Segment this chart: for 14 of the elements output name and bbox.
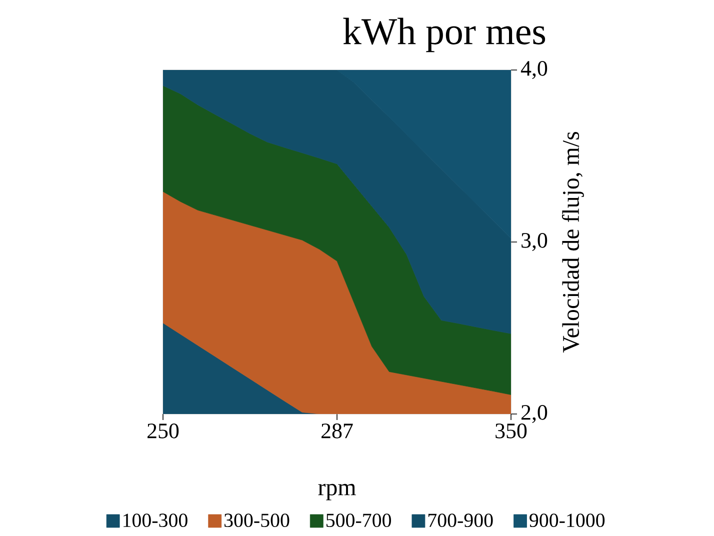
legend-label: 700-900 <box>428 514 493 528</box>
legend-label: 900-1000 <box>530 514 605 528</box>
x-tick-label: 250 <box>148 424 179 438</box>
legend-label: 500-700 <box>326 514 392 528</box>
x-tick-label: 287 <box>322 424 353 438</box>
x-tick-label: 350 <box>496 424 527 438</box>
chart-title: kWh por mes <box>343 18 546 52</box>
legend-label: 300-500 <box>224 514 290 528</box>
y-axis-title: Velocidad de flujo, m/s <box>562 132 584 353</box>
legend-label: 100-300 <box>124 514 188 528</box>
y-tick-label: 4,0 <box>520 61 548 79</box>
x-axis-title: rpm <box>318 484 356 500</box>
y-tick-label: 3,0 <box>522 233 548 251</box>
y-tick-label: 2,0 <box>521 405 548 423</box>
